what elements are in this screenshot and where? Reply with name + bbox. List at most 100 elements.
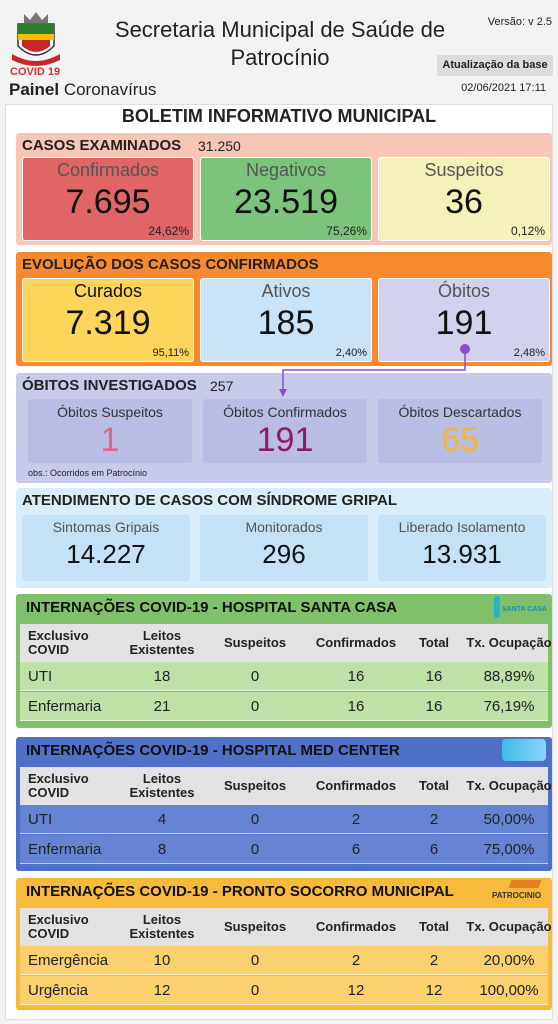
card-value: 296 (262, 539, 306, 569)
column-header: Tx. Ocupação (460, 624, 558, 662)
column-header: Suspeitos (218, 624, 292, 662)
table-cell: 8 (157, 841, 167, 858)
table-cell: 12 (153, 982, 171, 999)
column-header: Leitos Existentes (122, 624, 202, 662)
table-cell: 4 (157, 811, 167, 828)
table-cell: 2 (429, 811, 439, 828)
column-header-text: Tx. Ocupação (466, 778, 552, 793)
column-header: Exclusivo COVID (28, 908, 118, 946)
stat-card: Liberado Isolamento 13.931 (378, 515, 546, 581)
card-label: Confirmados (56, 160, 160, 180)
stat-card: Sintomas Gripais 14.227 (22, 515, 190, 581)
stat-card: Suspeitos 36 0,12% (378, 157, 550, 241)
table-header: Exclusivo COVID Leitos Existentes Suspeito… (20, 908, 552, 946)
note: obs.: Ocorridos em Patrocínio (28, 468, 148, 478)
covid-tag: COVID 19 (10, 66, 61, 78)
table-cell: 100,00% (479, 982, 539, 999)
column-header-text: Tx. Ocupação (466, 635, 552, 650)
card-value: 185 (257, 304, 315, 342)
table-cell: 76,19% (483, 698, 535, 715)
hospital-logo (502, 739, 546, 761)
column-header-text: Leitos Existentes (129, 628, 195, 657)
card-percent: 0,12% (510, 224, 545, 238)
section-title: CASOS EXAMINADOS (22, 137, 182, 154)
column-header-text: Confirmados (315, 919, 397, 934)
hospital-section: INTERNAÇÕES COVID-19 - HOSPITAL MED CENT… (16, 737, 552, 871)
column-header: Confirmados (306, 624, 406, 662)
table-cell: 2 (429, 952, 439, 969)
table-row: Emergência 10 0 2 2 20,00% (20, 946, 548, 975)
logo-text: SANTA CASA (502, 606, 548, 613)
bulletin-title: BOLETIM INFORMATIVO MUNICIPAL (121, 106, 437, 126)
card-label: Liberado Isolamento (398, 519, 526, 535)
stat-card: Monitorados 296 (200, 515, 368, 581)
stat-card: Óbitos Suspeitos 1 (28, 399, 192, 463)
card-value: 36 (445, 183, 483, 221)
deaths-section: ÓBITOS INVESTIGADOS 257 Óbitos Suspeitos 1 Ó… (16, 373, 552, 483)
column-header-text: Exclusivo COVID (28, 912, 89, 941)
version: Versão: v 2.5 (487, 16, 552, 28)
section-title: ÓBITOS INVESTIGADOS (22, 377, 197, 394)
card-label: Óbitos Descartados (398, 404, 522, 420)
hospital-section: INTERNAÇÕES COVID-19 - PRONTO SOCORRO MU… (16, 878, 552, 1010)
column-header-text: Suspeitos (223, 778, 287, 793)
table-cell: 12 (425, 982, 443, 999)
update-date: 02/06/2021 17:11 (461, 82, 546, 94)
table-cell: 75,00% (483, 841, 535, 858)
table-cell: 0 (250, 982, 260, 999)
table-row: UTI 18 0 16 16 88,89% (20, 662, 548, 691)
column-header: Total (410, 767, 458, 805)
section-total: 257 (210, 378, 234, 394)
stat-card: Óbitos Descartados 65 (378, 399, 542, 463)
card-value: 191 (256, 421, 314, 459)
hospital-logo: SANTA CASA (494, 596, 548, 620)
column-header: Suspeitos (218, 767, 292, 805)
table-row: Enfermaria 21 0 16 16 76,19% (20, 692, 548, 721)
section-title: INTERNAÇÕES COVID-19 - HOSPITAL SANTA CA… (26, 599, 398, 616)
card-value: 1 (100, 421, 120, 459)
column-header-text: Leitos Existentes (129, 771, 195, 800)
column-header-text: Total (418, 778, 450, 793)
card-value: 7.695 (65, 183, 151, 221)
card-value: 23.519 (234, 183, 338, 221)
column-header-text: Suspeitos (223, 635, 287, 650)
column-header: Exclusivo COVID (28, 767, 118, 805)
card-value: 14.227 (66, 539, 146, 569)
stat-card: Curados 7.319 95,11% (22, 278, 194, 362)
column-header: Leitos Existentes (122, 767, 202, 805)
column-header: Suspeitos (218, 908, 292, 946)
section-title: INTERNAÇÕES COVID-19 - HOSPITAL MED CENT… (26, 742, 400, 759)
panel-title: Painel Coronavírus (9, 80, 156, 100)
column-header: Leitos Existentes (122, 908, 202, 946)
table-cell: 0 (250, 952, 260, 969)
column-header: Tx. Ocupação (460, 767, 558, 805)
table-row: UTI 4 0 2 2 50,00% (20, 805, 548, 834)
table-cell: 16 (347, 668, 365, 685)
table-cell: 0 (250, 841, 260, 858)
header-title: Secretaria Municipal de Saúde de Patrocí… (114, 17, 446, 70)
table-cell: 10 (153, 952, 171, 969)
stat-card: Óbitos 191 2,48% (378, 278, 550, 362)
card-percent: 2,48% (513, 347, 545, 359)
table-cell: 50,00% (483, 811, 535, 828)
hospital-section: INTERNAÇÕES COVID-19 - HOSPITAL SANTA CA… (16, 594, 552, 728)
card-label: Monitorados (245, 519, 323, 535)
table-row: Urgência 12 0 12 12 100,00% (20, 976, 548, 1005)
examined-section: CASOS EXAMINADOS 31.250 Confirmados 7.695 24… (16, 133, 552, 245)
column-header-text: Confirmados (315, 635, 397, 650)
column-header: Exclusivo COVID (28, 624, 118, 662)
card-label: Óbitos (437, 281, 491, 301)
table-cell: 6 (351, 841, 361, 858)
section-title: ATENDIMENTO DE CASOS COM SÍNDROME GRIPAL (22, 492, 398, 509)
card-label: Ativos (261, 281, 311, 301)
stat-card: Negativos 23.519 75,26% (200, 157, 372, 241)
column-header-text: Total (418, 919, 450, 934)
section-title: INTERNAÇÕES COVID-19 - PRONTO SOCORRO MU… (26, 883, 454, 900)
table-cell: 16 (347, 698, 365, 715)
table-cell: 2 (351, 811, 361, 828)
card-value: 191 (435, 304, 493, 342)
table-cell: 20,00% (483, 952, 535, 969)
card-value: 7.319 (65, 304, 151, 342)
table-cell: 21 (153, 698, 171, 715)
